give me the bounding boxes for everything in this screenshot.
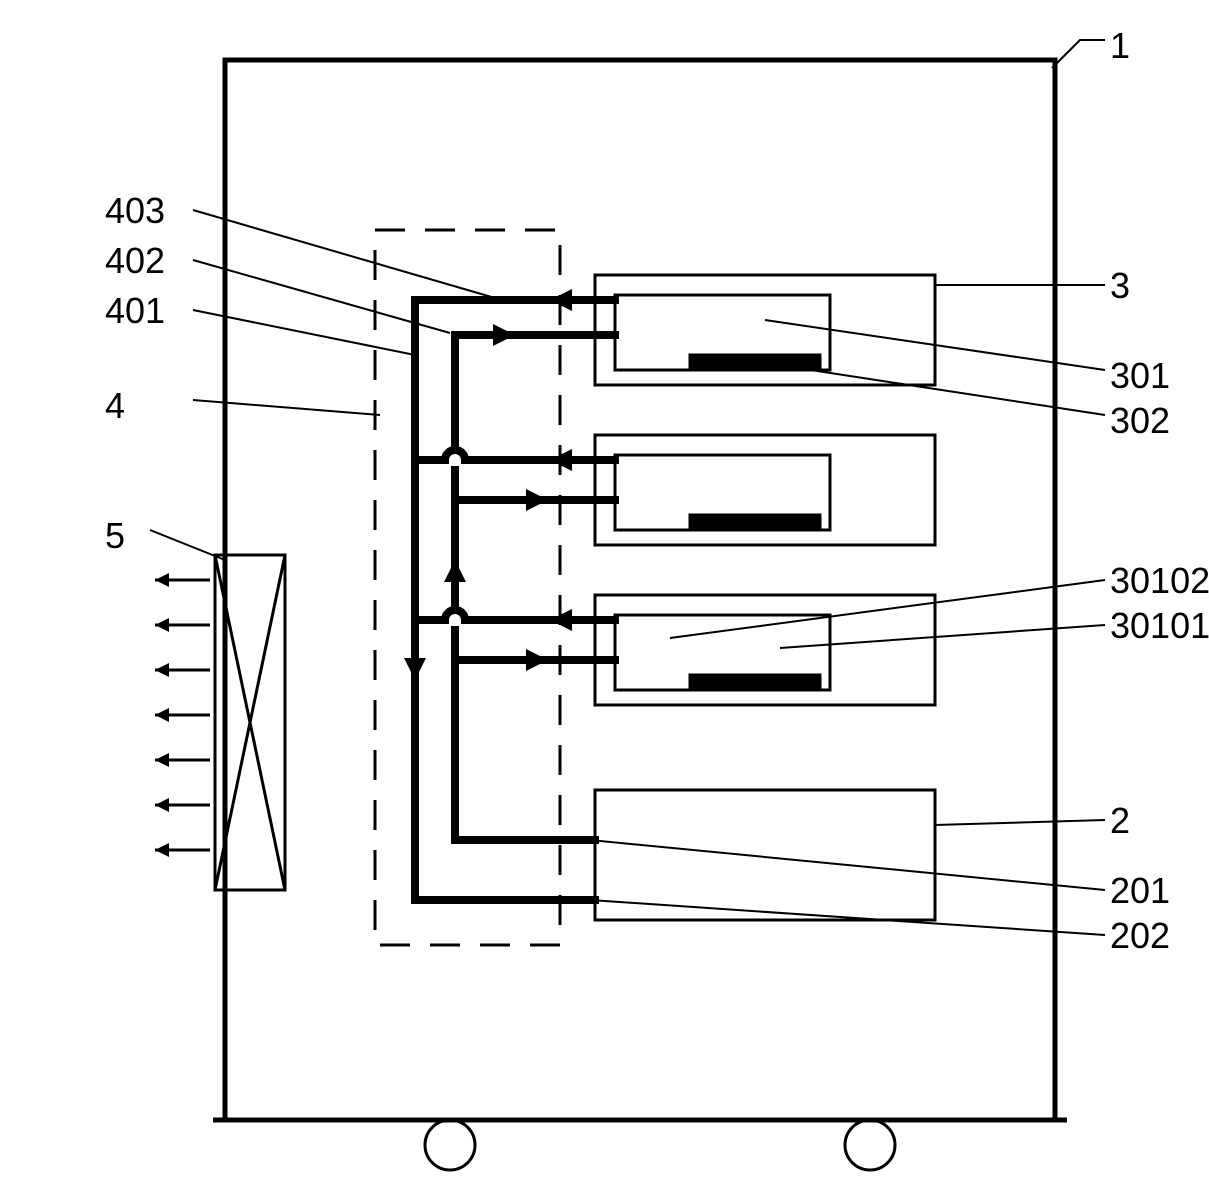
- label-301: 301: [1110, 355, 1170, 397]
- label-1: 1: [1110, 25, 1130, 67]
- label-401: 401: [105, 290, 165, 332]
- label-402: 402: [105, 240, 165, 282]
- label-403: 403: [105, 190, 165, 232]
- schematic-svg: [0, 0, 1209, 1194]
- label-3: 3: [1110, 265, 1130, 307]
- label-201: 201: [1110, 870, 1170, 912]
- label-30101: 30101: [1110, 605, 1209, 647]
- label-202: 202: [1110, 915, 1170, 957]
- label-5: 5: [105, 515, 125, 557]
- label-4: 4: [105, 385, 125, 427]
- diagram-canvas: 1 3 301302 3010230101 2 201202 403 402 401 4 5: [0, 0, 1209, 1194]
- label-302: 302: [1110, 400, 1170, 442]
- label-2: 2: [1110, 800, 1130, 842]
- label-30102: 30102: [1110, 560, 1209, 602]
